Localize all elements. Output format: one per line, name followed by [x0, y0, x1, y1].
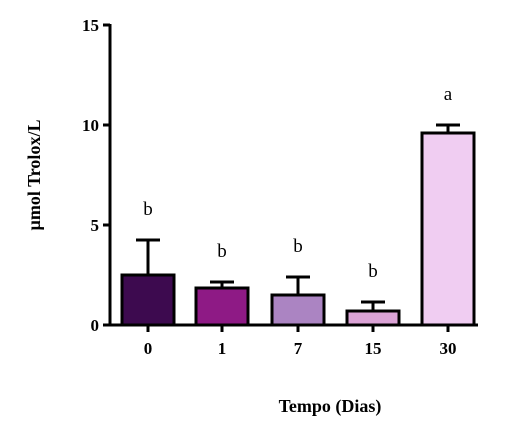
- labels: 0 5 10 15 0 1 7 15 30 b b b b a Tempo (Dias) µmol Trolo…: [24, 16, 457, 417]
- axes: [103, 23, 478, 332]
- x-tick-label-30: 30: [440, 339, 457, 358]
- significance-label-1: b: [217, 241, 227, 262]
- bar-30: [420, 131, 476, 327]
- significance-label-15: b: [368, 261, 378, 282]
- bar-15: [345, 309, 401, 327]
- y-tick-label-5: 5: [91, 216, 100, 235]
- bar-1: [194, 286, 250, 327]
- significance-label-30: a: [444, 84, 453, 105]
- x-axis-title: Tempo (Dias): [279, 396, 382, 417]
- significance-label-7: b: [293, 236, 303, 257]
- y-tick-label-10: 10: [82, 116, 99, 135]
- y-axis-title: µmol Trolox/L: [24, 120, 44, 231]
- x-tick-label-7: 7: [294, 339, 303, 358]
- x-tick-label-1: 1: [218, 339, 227, 358]
- x-tick-label-15: 15: [365, 339, 382, 358]
- bar-7: [270, 293, 326, 327]
- bar-0: [120, 273, 176, 327]
- x-tick-label-0: 0: [144, 339, 153, 358]
- y-tick-label-15: 15: [82, 16, 99, 35]
- error-bars: [136, 123, 460, 311]
- significance-label-0: b: [143, 199, 153, 220]
- bars: [120, 131, 476, 327]
- y-tick-label-0: 0: [91, 316, 100, 335]
